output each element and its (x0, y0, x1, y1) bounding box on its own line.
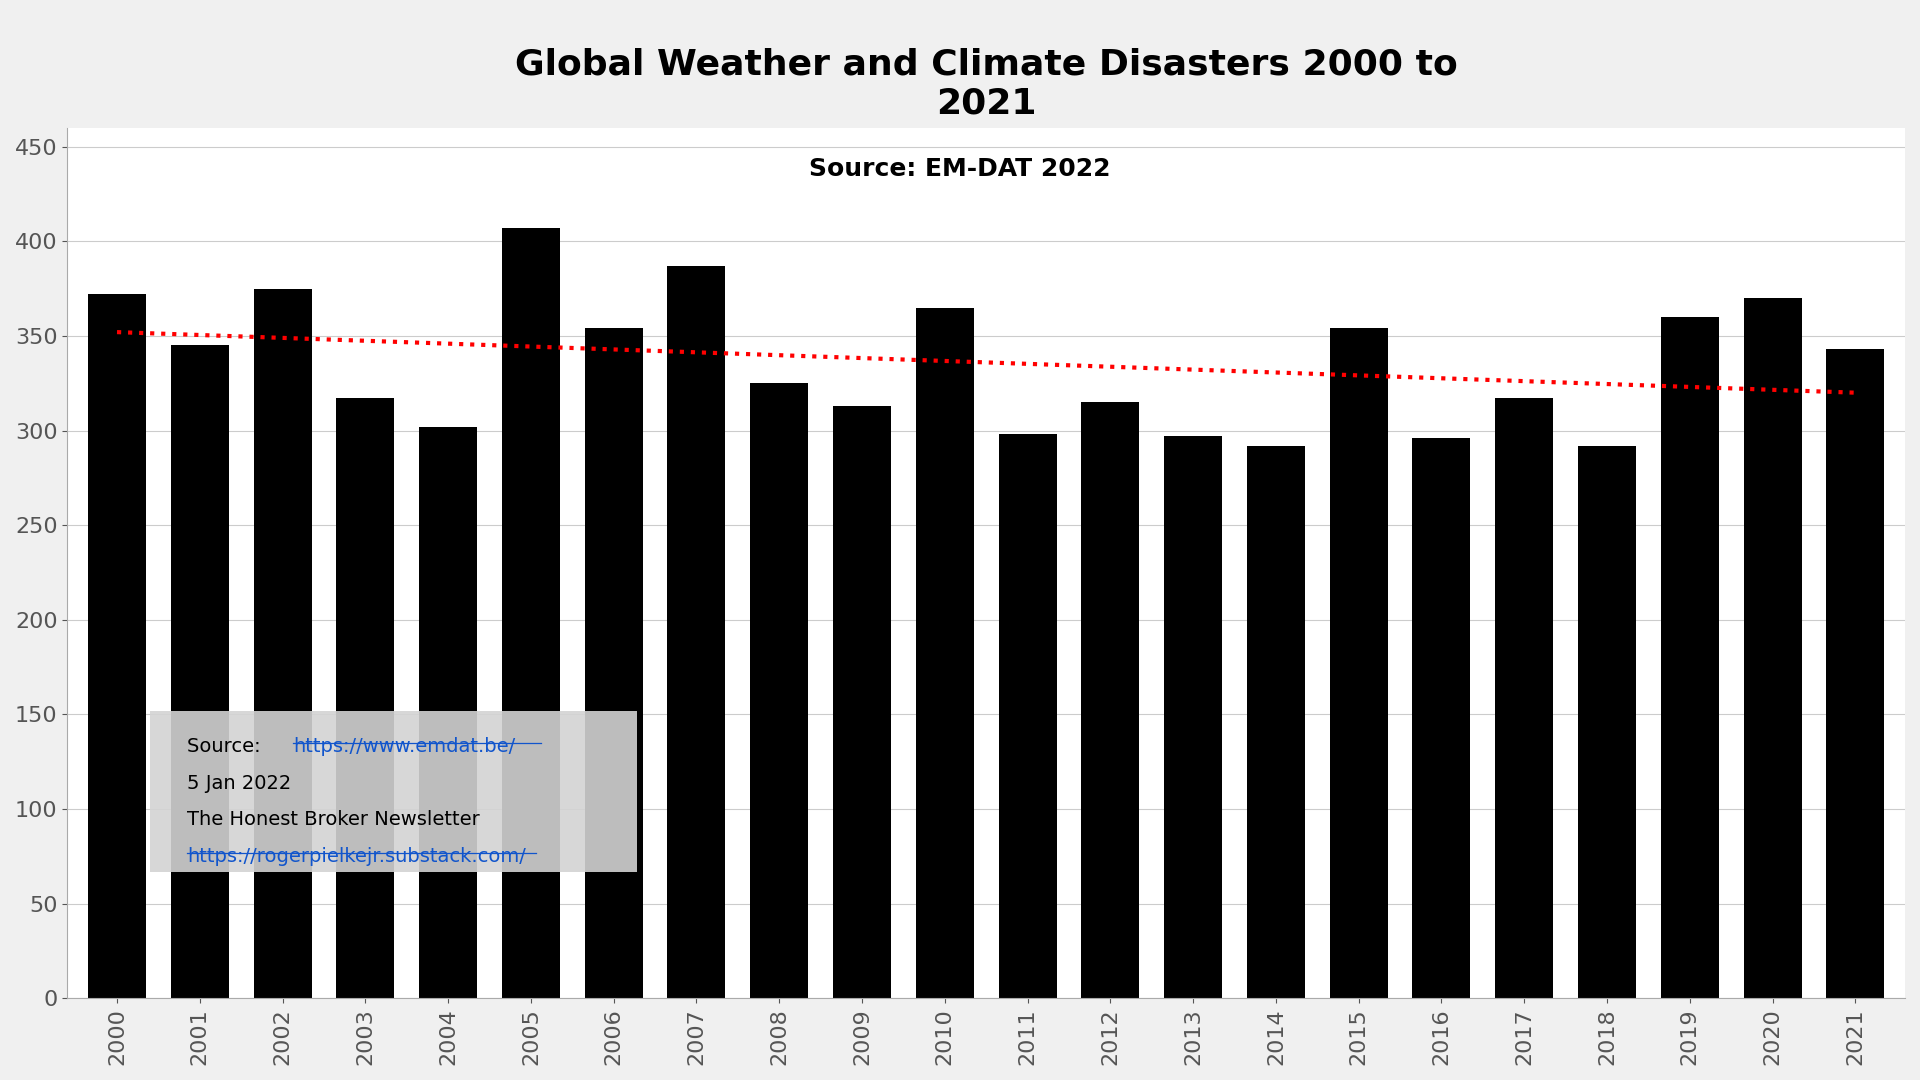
Bar (1164, 436, 1223, 998)
Title: Global Weather and Climate Disasters 2000 to
2021: Global Weather and Climate Disasters 200… (515, 48, 1457, 121)
Text: 5 Jan 2022: 5 Jan 2022 (186, 773, 292, 793)
Bar (1081, 402, 1139, 998)
Bar (1743, 298, 1801, 998)
Bar (751, 383, 808, 998)
Text: https://rogerpielkejr.substack.com/: https://rogerpielkejr.substack.com/ (186, 847, 526, 866)
Bar (1413, 438, 1471, 998)
Bar (586, 328, 643, 998)
Bar (171, 346, 228, 998)
Bar (668, 266, 726, 998)
Bar (1661, 316, 1718, 998)
Text: https://www.emdat.be/: https://www.emdat.be/ (294, 738, 516, 756)
Bar (88, 294, 146, 998)
Text: Source:: Source: (186, 738, 267, 756)
Bar (916, 308, 973, 998)
Text: The Honest Broker Newsletter: The Honest Broker Newsletter (186, 810, 480, 829)
Bar (1578, 446, 1636, 998)
Bar (1496, 399, 1553, 998)
Text: Source: EM-DAT 2022: Source: EM-DAT 2022 (808, 157, 1112, 180)
Bar (998, 434, 1056, 998)
FancyBboxPatch shape (150, 711, 637, 873)
Bar (1246, 446, 1306, 998)
Bar (1331, 328, 1388, 998)
Bar (253, 288, 311, 998)
Bar (501, 228, 561, 998)
Bar (1826, 349, 1884, 998)
Bar (336, 399, 394, 998)
Bar (419, 427, 476, 998)
Bar (833, 406, 891, 998)
